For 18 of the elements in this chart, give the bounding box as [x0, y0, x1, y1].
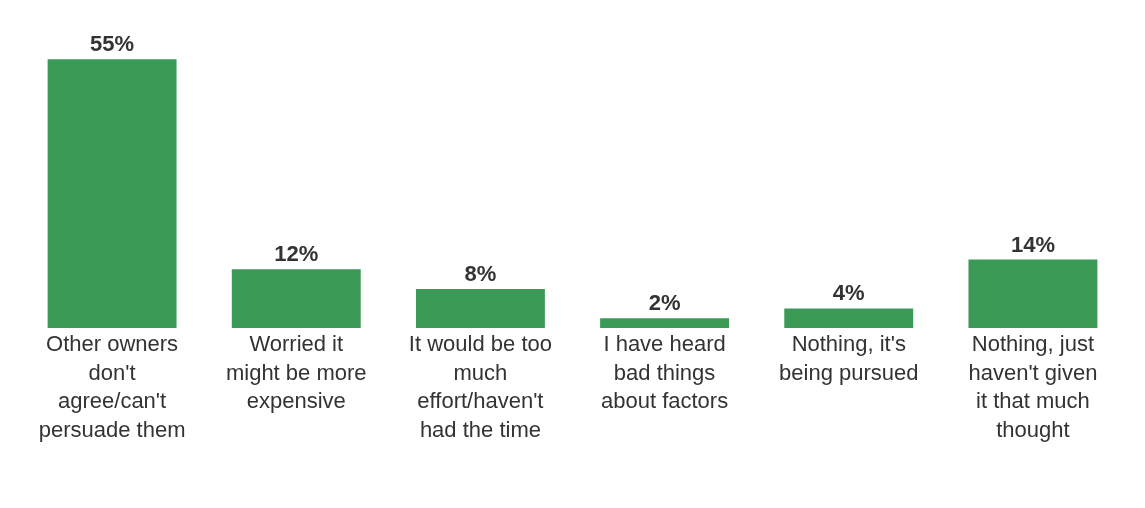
bar: [231, 269, 361, 328]
x-tick-label: Nothing, it's being pursued: [779, 331, 919, 385]
bar: [600, 318, 730, 328]
data-label: 14%: [1010, 231, 1055, 257]
bar: [415, 288, 545, 328]
data-label: 4%: [832, 280, 865, 306]
x-tick-label: I have heard bad things about factors: [600, 331, 729, 414]
bar: [968, 259, 1098, 328]
x-tick-label: It would be too much effort/haven't had the time: [408, 331, 552, 442]
data-label: 12%: [274, 241, 319, 267]
bar: [784, 308, 914, 328]
data-label: 2%: [648, 290, 681, 316]
x-tick-label: Other owners don't agree/can't persuade them: [38, 331, 186, 442]
bar: [47, 59, 177, 328]
data-label: 8%: [464, 260, 497, 286]
x-tick-label: Worried it might be more expensive: [225, 331, 367, 414]
x-tick-label: Nothing, just haven't given it that much thought: [968, 331, 1098, 442]
data-label: 55%: [90, 31, 135, 57]
